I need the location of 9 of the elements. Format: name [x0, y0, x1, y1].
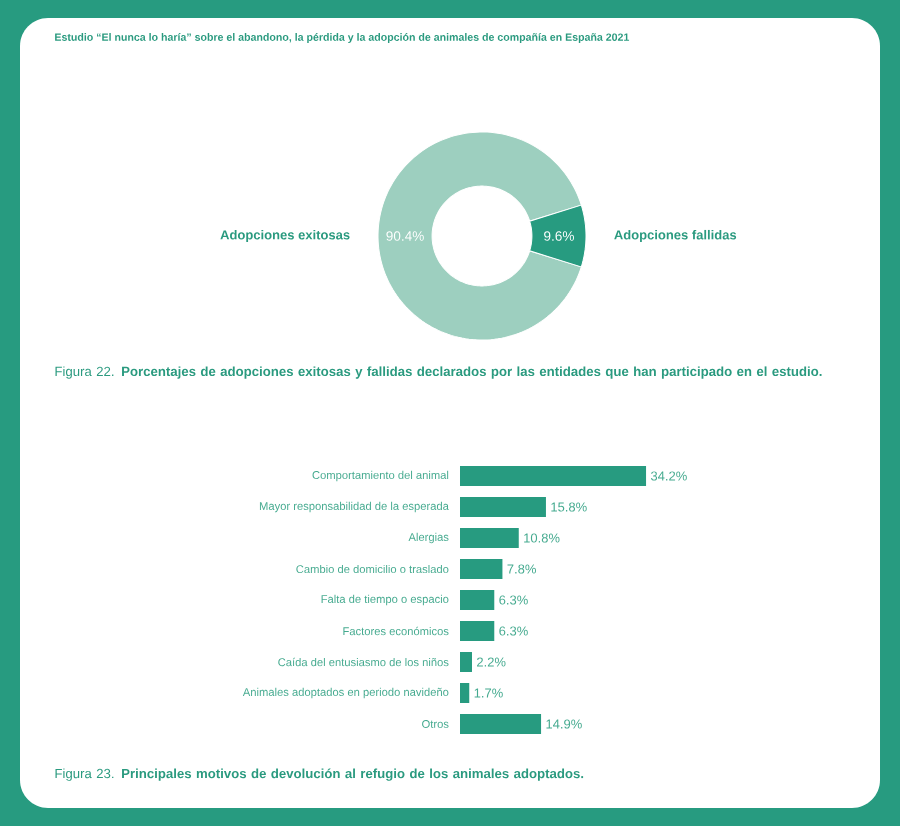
bar: [460, 652, 472, 672]
bar: [460, 683, 470, 703]
bar: [460, 559, 503, 579]
bar: [460, 528, 519, 548]
bar: [460, 497, 546, 517]
bar: [460, 590, 495, 610]
bar: [460, 621, 495, 641]
bar: [460, 714, 542, 734]
bar: [460, 466, 647, 486]
